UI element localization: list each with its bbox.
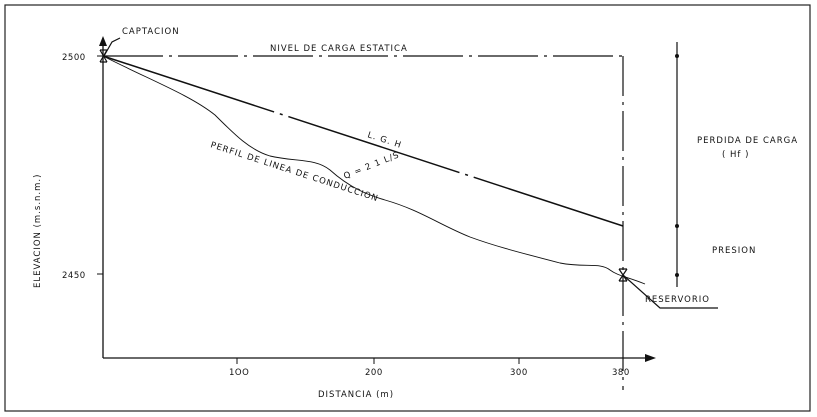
dimension-dot-top	[675, 54, 679, 58]
reservoir-marker	[618, 268, 628, 282]
head-loss-symbol: ( Hf )	[722, 150, 749, 160]
captacion-leader	[103, 37, 121, 57]
y-axis-arrow	[99, 36, 107, 46]
lgh-line	[102, 55, 624, 227]
x-axis-arrow	[645, 354, 656, 362]
x-axis-title: DISTANCIA (m)	[318, 390, 394, 400]
dimension-dot-bottom	[675, 273, 679, 277]
x-tick-label-300: 300	[510, 368, 528, 378]
static-level-label: NIVEL DE CARGA ESTATICA	[270, 44, 408, 54]
conduction-profile-line	[102, 55, 646, 285]
flow-rate-label: Q = 2 1 L/S	[342, 150, 401, 182]
dimension-dot-middle	[675, 224, 679, 228]
y-tick-label-2500: 2500	[62, 53, 86, 63]
head-loss-label: PERDIDA DE CARGA	[697, 136, 798, 146]
y-tick-label-2450: 2450	[62, 271, 86, 281]
pressure-label: PRESION	[712, 246, 756, 256]
x-tick-label-100: 1OO	[229, 368, 249, 378]
reservoir-leader	[622, 274, 718, 309]
x-tick-label-380: 380	[612, 368, 630, 378]
captacion-label: CAPTACION	[122, 27, 180, 37]
y-axis-title: ELEVACION (m.s.n.m.)	[33, 174, 43, 288]
diagram-border	[4, 4, 811, 412]
captacion-marker	[99, 49, 108, 63]
x-tick-label-200: 200	[365, 368, 383, 378]
reservoir-label: RESERVORIO	[645, 295, 710, 305]
